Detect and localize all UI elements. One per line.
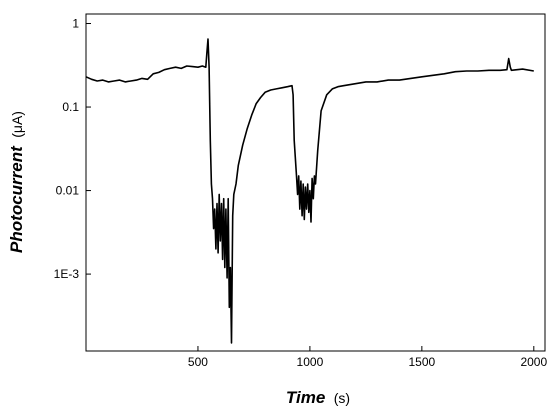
photocurrent-series-line: [85, 38, 534, 344]
x-tick-label: 500: [188, 355, 208, 369]
y-axis-title: Photocurrent (μA): [7, 111, 26, 253]
x-axis-title-main: Time: [286, 388, 325, 407]
x-tick-label: 1500: [409, 355, 436, 369]
y-tick-label: 0.01: [56, 184, 80, 198]
y-axis-ticks: 1 0.1 0.01 1E-3: [54, 17, 91, 281]
x-axis-ticks: 500 1000 1500 2000: [188, 346, 547, 369]
y-axis-title-unit: (μA): [9, 111, 25, 138]
x-tick-label: 1000: [297, 355, 324, 369]
y-tick-label: 1: [72, 17, 79, 31]
y-axis-title-main: Photocurrent: [7, 145, 26, 253]
y-tick-label: 0.1: [62, 100, 79, 114]
x-axis-title-unit: (s): [334, 390, 350, 406]
plot-area-frame: [85, 13, 546, 352]
y-tick-label: 1E-3: [54, 267, 80, 281]
x-axis-title: Time (s): [286, 388, 350, 407]
x-tick-label: 2000: [520, 355, 547, 369]
